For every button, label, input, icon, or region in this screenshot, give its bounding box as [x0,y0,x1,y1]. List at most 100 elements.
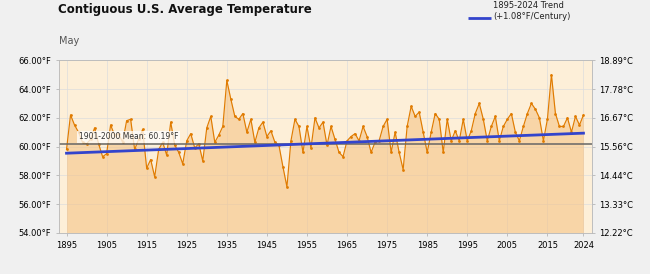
Point [166,120,176,124]
Point [153,147,164,152]
Point [322,143,332,147]
Point [113,132,124,136]
Point [257,120,268,124]
Point [334,150,345,155]
Point [538,139,549,143]
Point [482,139,493,143]
Point [462,139,473,143]
Point [342,139,352,143]
Point [402,124,412,129]
Point [494,139,504,143]
Point [478,117,489,121]
Point [394,150,404,155]
Point [170,143,180,147]
Point [390,130,400,134]
Point [502,117,513,121]
Point [161,153,172,157]
Text: Contiguous U.S. Average Temperature: Contiguous U.S. Average Temperature [58,3,312,16]
Point [142,166,152,170]
Point [498,124,508,129]
Point [490,114,501,119]
Point [266,129,276,133]
Point [426,130,436,134]
Point [362,134,372,139]
Point [454,139,465,143]
Point [73,130,84,134]
Point [270,140,280,144]
Text: May: May [58,36,79,45]
Point [254,126,264,130]
Point [302,124,312,129]
Point [286,139,296,143]
Point [298,150,308,155]
Point [133,137,144,142]
Point [122,118,132,123]
Point [89,126,99,130]
Point [157,140,168,144]
Point [398,167,408,172]
Point [366,150,376,155]
Point [294,124,304,129]
Point [414,110,424,114]
Point [98,155,108,159]
Point [318,120,328,124]
Point [202,126,212,130]
Point [238,111,248,116]
Point [554,124,565,129]
Point [534,116,545,120]
Point [551,111,561,116]
Point [310,116,320,120]
Point [558,124,569,129]
Point [129,147,140,152]
Point [382,117,393,121]
Point [570,114,580,119]
Point [386,150,396,155]
Point [434,117,445,121]
Point [466,129,476,133]
Point [430,111,441,116]
Point [118,140,128,144]
Point [205,114,216,119]
Point [446,139,456,143]
Point [374,139,384,143]
Point [70,123,80,127]
Point [281,185,292,189]
Point [209,140,220,144]
Point [242,130,252,134]
Point [526,101,537,105]
Point [226,97,236,101]
Point [330,137,340,142]
Point [474,101,484,105]
Point [438,150,448,155]
Point [354,139,364,143]
Point [518,124,528,129]
Point [177,162,188,166]
Point [338,155,348,159]
Point [105,123,116,127]
Point [418,130,428,134]
Point [190,146,200,150]
Point [61,147,72,152]
Point [346,134,356,139]
Point [530,107,541,111]
Point [350,132,360,136]
Point [290,117,300,121]
Point [542,117,552,121]
Point [370,140,380,144]
Point [406,104,417,109]
Point [250,140,260,144]
Point [65,113,75,117]
Point [246,117,256,121]
Point [278,164,288,169]
Point [378,124,388,129]
Point [486,124,497,129]
Point [233,117,244,121]
Point [109,133,120,137]
Point [181,139,192,143]
Point [94,141,104,146]
Point [150,175,160,179]
Point [522,111,532,116]
Point [314,126,324,130]
Point [470,111,480,116]
Point [85,137,96,142]
